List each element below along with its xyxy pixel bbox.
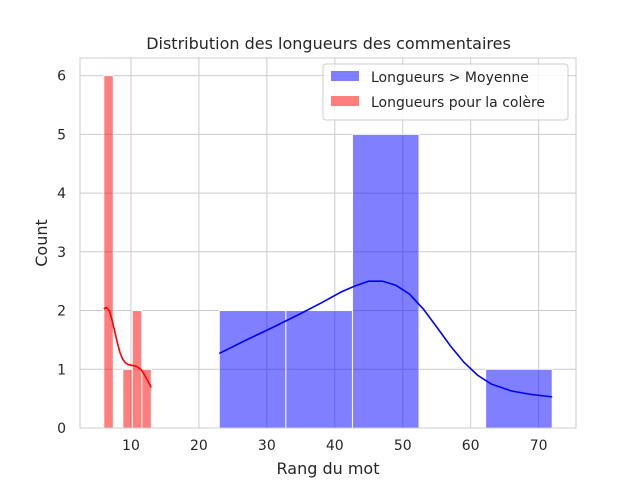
- y-tick-label-6: 6: [57, 69, 66, 85]
- legend: Longueurs > Moyenne Longueurs pour la co…: [322, 63, 569, 121]
- y-tick-labels: 0 1 2 3 4 5 6: [57, 69, 66, 437]
- kde-curves: [103, 280, 553, 398]
- x-tick-labels: 10 20 30 40 50 60 70: [122, 438, 547, 454]
- x-tick-label-5: 60: [462, 438, 480, 454]
- bar-series-0-bin-0: [218, 310, 287, 429]
- y-tick-label-5: 5: [57, 127, 66, 143]
- chart-title: Distribution des longueurs des commentai…: [146, 34, 511, 53]
- legend-label-longueurs-moyenne: Longueurs > Moyenne: [371, 70, 529, 86]
- x-tick-label-2: 30: [258, 438, 276, 454]
- bar-series-0-bin-4: [485, 368, 553, 429]
- plot-frame: [79, 57, 577, 429]
- bar-series-1-bin-0: [103, 75, 114, 429]
- kde-line-series-0: [218, 280, 553, 398]
- y-axis-label: Count: [32, 219, 51, 267]
- legend-swatch-longueurs-moyenne: [331, 71, 359, 81]
- bar-series-0-bin-1: [285, 310, 353, 429]
- legend-swatch-longueurs-colere: [331, 96, 359, 106]
- legend-label-longueurs-colere: Longueurs pour la colère: [371, 95, 545, 111]
- y-tick-label-3: 3: [57, 245, 66, 261]
- x-tick-label-3: 40: [326, 438, 344, 454]
- x-tick-label-1: 20: [190, 438, 208, 454]
- x-tick-label-4: 50: [394, 438, 412, 454]
- y-tick-label-2: 2: [57, 304, 66, 320]
- histogram-bars: [103, 75, 553, 429]
- legend-box: [322, 63, 569, 121]
- y-tick-label-4: 4: [57, 186, 66, 202]
- x-tick-label-6: 70: [530, 438, 548, 454]
- y-tick-label-0: 0: [57, 421, 66, 437]
- bar-series-1-bin-2: [122, 368, 133, 429]
- x-tick-label-0: 10: [122, 438, 140, 454]
- y-tick-label-1: 1: [57, 362, 66, 378]
- kde-line-series-1: [103, 306, 153, 388]
- bar-series-0-bin-2: [351, 133, 420, 429]
- x-axis-label: Rang du mot: [277, 459, 380, 478]
